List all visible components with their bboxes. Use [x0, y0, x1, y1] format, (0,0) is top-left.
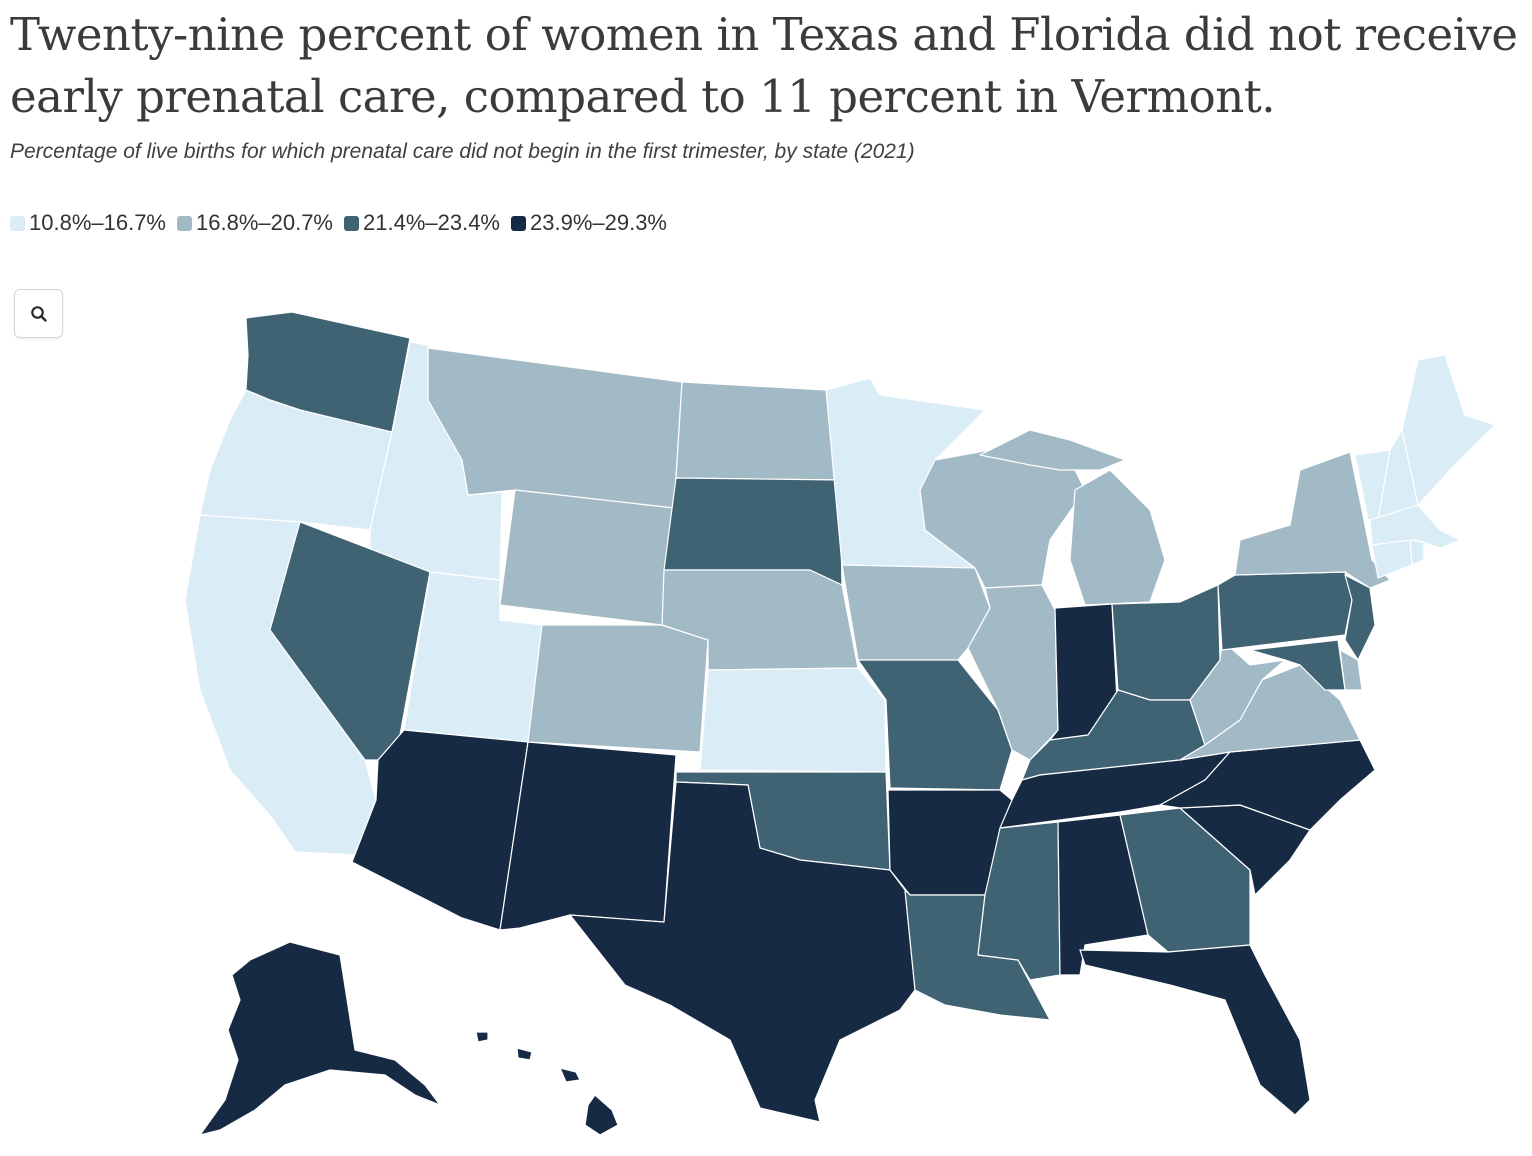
legend-item[interactable]: 10.8%–16.7%: [10, 210, 166, 236]
legend-item[interactable]: 23.9%–29.3%: [511, 210, 667, 236]
legend-swatch: [344, 215, 359, 231]
state-hawaii[interactable]: [475, 1031, 619, 1136]
legend-swatch: [10, 215, 25, 231]
state-new-jersey[interactable]: [1344, 574, 1376, 661]
state-florida[interactable]: [1079, 944, 1311, 1116]
chart-title: Twenty-nine percent of women in Texas an…: [10, 8, 1518, 123]
legend-swatch: [511, 215, 526, 231]
legend-swatch: [177, 215, 192, 231]
state-montana[interactable]: [427, 347, 683, 509]
legend: 10.8%–16.7% 16.8%–20.7% 21.4%–23.4% 23.9…: [10, 210, 678, 236]
legend-item[interactable]: 21.4%–23.4%: [344, 210, 500, 236]
legend-label: 23.9%–29.3%: [530, 210, 667, 235]
state-arizona[interactable]: [351, 729, 529, 931]
state-connecticut[interactable]: [1371, 539, 1413, 579]
state-south-dakota[interactable]: [663, 477, 843, 586]
legend-label: 16.8%–20.7%: [196, 210, 333, 235]
state-north-carolina[interactable]: [1159, 739, 1376, 831]
state-kansas[interactable]: [699, 667, 887, 773]
legend-label: 21.4%–23.4%: [363, 210, 500, 235]
state-missouri[interactable]: [857, 659, 1013, 791]
state-wyoming[interactable]: [499, 489, 675, 626]
search-icon: [30, 305, 47, 322]
state-north-dakota[interactable]: [675, 381, 841, 481]
state-new-mexico[interactable]: [499, 741, 677, 931]
state-michigan[interactable]: [1069, 469, 1166, 606]
state-new-york[interactable]: [1234, 451, 1391, 589]
state-iowa[interactable]: [841, 564, 991, 661]
zoom-button[interactable]: [14, 289, 63, 338]
chart-subtitle: Percentage of live births for which pren…: [10, 140, 915, 163]
state-illinois[interactable]: [967, 584, 1059, 761]
state-alaska[interactable]: [199, 941, 441, 1136]
state-texas[interactable]: [569, 781, 916, 1123]
state-oregon[interactable]: [199, 389, 393, 531]
legend-item[interactable]: 16.8%–20.7%: [177, 210, 333, 236]
state-rhode-island[interactable]: [1409, 539, 1425, 566]
state-maryland[interactable]: [1249, 639, 1346, 691]
state-colorado[interactable]: [527, 624, 709, 753]
state-maine[interactable]: [1401, 354, 1496, 506]
state-pennsylvania[interactable]: [1217, 571, 1353, 651]
state-michigan-up[interactable]: [979, 429, 1126, 471]
legend-label: 10.8%–16.7%: [29, 210, 166, 235]
